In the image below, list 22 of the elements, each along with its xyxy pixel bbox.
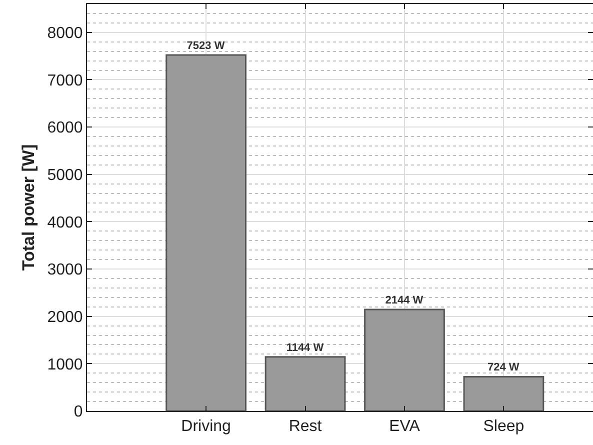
bar xyxy=(166,54,246,411)
data-label: 2144 W xyxy=(385,294,424,307)
y-tick-label: 5000 xyxy=(47,166,83,184)
y-tick-label: 3000 xyxy=(47,262,83,279)
bar xyxy=(463,376,544,411)
y-tick-label: 0 xyxy=(74,404,83,421)
data-label: 1144 W xyxy=(286,342,324,354)
data-label: 724 W xyxy=(488,362,520,374)
bar xyxy=(264,356,346,411)
x-tick-label: Driving xyxy=(181,418,231,436)
y-tick-label: 6000 xyxy=(47,120,83,137)
y-tick-label: 2000 xyxy=(47,308,83,326)
data-label: 7523 W xyxy=(186,40,226,52)
x-tick-label: Rest xyxy=(288,418,322,436)
y-tick-label: 8000 xyxy=(47,25,83,42)
bar xyxy=(364,308,445,411)
y-tick-label: 7000 xyxy=(47,72,83,90)
y-tick-label: 1000 xyxy=(47,356,83,374)
y-tick-label: 4000 xyxy=(47,214,83,232)
y-axis-title: Total power [W] xyxy=(18,144,38,271)
x-tick-label: EVA xyxy=(389,418,420,436)
x-tick-label: Sleep xyxy=(483,418,524,436)
